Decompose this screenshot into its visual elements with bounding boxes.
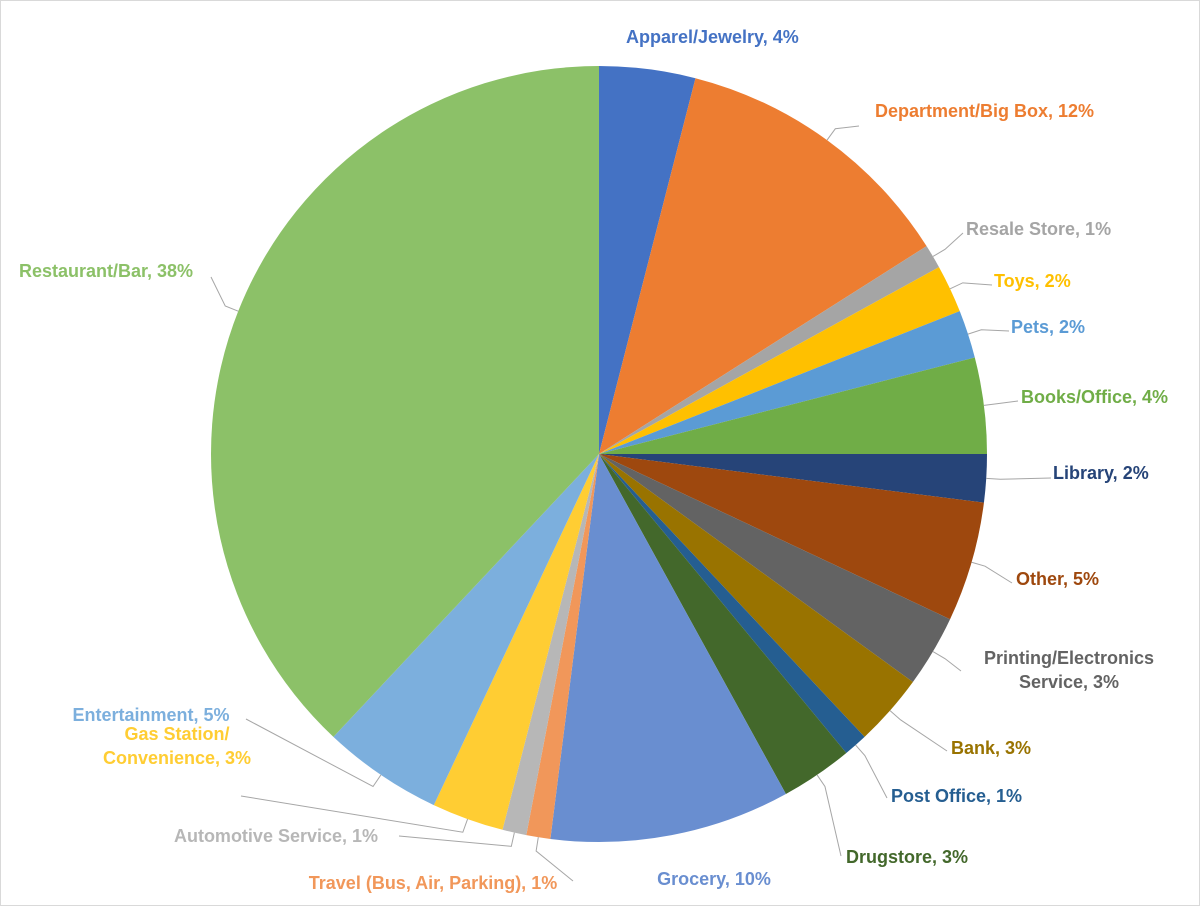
data-label-line: Other, 5% <box>1016 569 1099 589</box>
pie-slice-drugstore <box>599 454 847 795</box>
data-label: Toys, 2% <box>994 271 1071 291</box>
data-label-line: Automotive Service, 1% <box>174 826 378 846</box>
leader-line <box>889 710 948 752</box>
leader-line <box>826 125 860 141</box>
data-label-line: Travel (Bus, Air, Parking), 1% <box>309 873 557 893</box>
data-label-line: Department/Big Box, 12% <box>875 101 1094 121</box>
data-label: Grocery, 10% <box>657 869 771 889</box>
leader-line <box>932 232 964 257</box>
data-label: Library, 2% <box>1053 463 1149 483</box>
data-label: Travel (Bus, Air, Parking), 1% <box>309 873 557 893</box>
leader-line <box>855 744 888 799</box>
data-label-line: Convenience, 3% <box>103 748 251 768</box>
data-label-line: Service, 3% <box>1019 672 1119 692</box>
pie-slice-apparel-jewelry <box>599 66 696 454</box>
leader-line <box>983 400 1019 406</box>
pie-slice-gas-station-convenience <box>433 454 599 830</box>
leader-line <box>816 774 842 857</box>
leader-line <box>967 329 1010 335</box>
data-label-line: Post Office, 1% <box>891 786 1022 806</box>
data-label-line: Library, 2% <box>1053 463 1149 483</box>
data-label-line: Books/Office, 4% <box>1021 387 1168 407</box>
data-label: Apparel/Jewelry, 4% <box>626 27 799 47</box>
leader-line <box>245 718 382 788</box>
data-label-line: Entertainment, 5% <box>72 705 229 725</box>
pie-slices <box>211 66 987 842</box>
pie-slice-resale-store <box>599 246 940 454</box>
data-label: Other, 5% <box>1016 569 1099 589</box>
leader-line <box>971 561 1013 584</box>
data-label: Restaurant/Bar, 38% <box>19 261 193 281</box>
data-label-line: Printing/Electronics <box>984 648 1154 668</box>
data-label: Entertainment, 5% <box>72 705 229 725</box>
data-label: Gas Station/Convenience, 3% <box>103 724 251 768</box>
data-label: Printing/Electronics Service, 3% <box>984 648 1154 692</box>
data-label-line: Toys, 2% <box>994 271 1071 291</box>
data-label-line: Gas Station/ <box>124 724 229 744</box>
pie-slice-restaurant-bar <box>211 66 600 737</box>
leader-line <box>398 832 515 847</box>
data-label-line: Restaurant/Bar, 38% <box>19 261 193 281</box>
data-label: Post Office, 1% <box>891 786 1022 806</box>
pie-slice-printing-electronics-service <box>599 454 951 683</box>
leader-lines <box>210 125 1052 882</box>
data-label: Bank, 3% <box>951 738 1031 758</box>
data-label: Resale Store, 1% <box>966 219 1111 239</box>
leader-line <box>210 276 239 312</box>
pie-slice-books-office <box>599 357 987 454</box>
data-label-line: Bank, 3% <box>951 738 1031 758</box>
leader-line <box>932 651 962 672</box>
leader-line <box>240 795 469 833</box>
pie-slice-pets <box>599 311 975 454</box>
data-label: Automotive Service, 1% <box>174 826 378 846</box>
pie-slice-travel-bus-air-parking <box>526 454 599 839</box>
pie-slice-toys <box>599 267 960 454</box>
data-label: Pets, 2% <box>1011 317 1085 337</box>
data-label-line: Resale Store, 1% <box>966 219 1111 239</box>
leader-line <box>986 477 1052 480</box>
pie-slice-post-office <box>599 454 865 753</box>
data-labels: Apparel/Jewelry, 4% Department/Big Box, 1… <box>19 27 1168 893</box>
pie-slice-entertainment <box>333 454 599 806</box>
data-label-line: Drugstore, 3% <box>846 847 968 867</box>
data-label: Department/Big Box, 12% <box>875 101 1094 121</box>
pie-slice-library <box>599 454 987 503</box>
pie-slice-other <box>599 454 984 620</box>
leader-line <box>949 282 993 290</box>
data-label-line: Pets, 2% <box>1011 317 1085 337</box>
pie-slice-bank <box>599 454 913 737</box>
data-label-line: Apparel/Jewelry, 4% <box>626 27 799 47</box>
pie-slice-department-big-box <box>599 78 927 455</box>
data-label: Drugstore, 3% <box>846 847 968 867</box>
leader-line <box>535 837 574 882</box>
pie-slice-grocery <box>550 454 786 842</box>
data-label: Books/Office, 4% <box>1021 387 1168 407</box>
data-label-line: Grocery, 10% <box>657 869 771 889</box>
pie-slice-automotive-service <box>502 454 599 836</box>
